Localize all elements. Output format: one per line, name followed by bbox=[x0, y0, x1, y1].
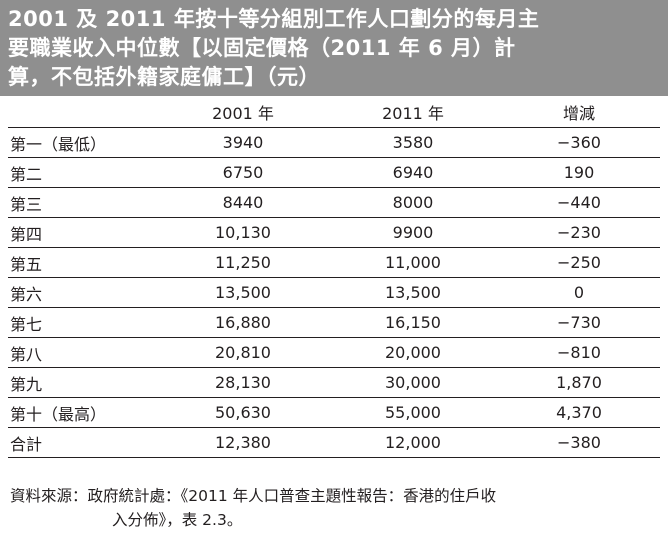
value-2001: 8440 bbox=[158, 187, 328, 218]
value-change: −230 bbox=[498, 217, 660, 248]
income-table: 2001 年 2011 年 增減 第一（最低） 3940 3580 −360 第… bbox=[8, 97, 660, 458]
title-line-1: 2001 及 2011 年按十等分組別工作人口劃分的每月主 bbox=[8, 7, 540, 31]
table-row: 第十（最高） 50,630 55,000 4,370 bbox=[8, 397, 660, 428]
table-row: 第六 13,500 13,500 0 bbox=[8, 277, 660, 308]
value-2001: 3940 bbox=[158, 127, 328, 158]
row-label: 第八 bbox=[8, 337, 158, 368]
title-banner: 2001 及 2011 年按十等分組別工作人口劃分的每月主 要職業收入中位數【以… bbox=[0, 0, 668, 96]
value-2001: 11,250 bbox=[158, 247, 328, 278]
row-label: 第十（最高） bbox=[8, 397, 158, 428]
value-change: −380 bbox=[498, 427, 660, 458]
value-2001: 50,630 bbox=[158, 397, 328, 428]
row-label: 第六 bbox=[8, 277, 158, 308]
row-label: 第一（最低） bbox=[8, 127, 158, 158]
header-2001: 2001 年 bbox=[158, 97, 328, 128]
header-2011: 2011 年 bbox=[328, 97, 498, 128]
table-header-row: 2001 年 2011 年 增減 bbox=[8, 97, 660, 128]
row-label: 合計 bbox=[8, 427, 158, 458]
value-2001: 13,500 bbox=[158, 277, 328, 308]
value-change: −440 bbox=[498, 187, 660, 218]
table-row-total: 合計 12,380 12,000 −380 bbox=[8, 427, 660, 458]
value-change: 0 bbox=[498, 277, 660, 308]
table-row: 第九 28,130 30,000 1,870 bbox=[8, 367, 660, 398]
value-change: −360 bbox=[498, 127, 660, 158]
row-label: 第九 bbox=[8, 367, 158, 398]
table-row: 第八 20,810 20,000 −810 bbox=[8, 337, 660, 368]
value-change: 190 bbox=[498, 157, 660, 188]
value-change: −730 bbox=[498, 307, 660, 338]
source-note: 資料來源：政府統計處：《2011 年人口普查主題性報告：香港的住戶收 入分佈》，… bbox=[10, 484, 660, 532]
table-row: 第七 16,880 16,150 −730 bbox=[8, 307, 660, 338]
table-row: 第三 8440 8000 −440 bbox=[8, 187, 660, 218]
row-label: 第五 bbox=[8, 247, 158, 278]
row-label: 第二 bbox=[8, 157, 158, 188]
value-change: −250 bbox=[498, 247, 660, 278]
value-2011: 11,000 bbox=[328, 247, 498, 278]
value-change: 4,370 bbox=[498, 397, 660, 428]
value-2011: 9900 bbox=[328, 217, 498, 248]
value-2011: 30,000 bbox=[328, 367, 498, 398]
value-2011: 12,000 bbox=[328, 427, 498, 458]
source-line-2: 入分佈》，表 2.3。 bbox=[112, 511, 243, 529]
table-row: 第五 11,250 11,000 −250 bbox=[8, 247, 660, 278]
table-row: 第二 6750 6940 190 bbox=[8, 157, 660, 188]
row-label: 第七 bbox=[8, 307, 158, 338]
table-row: 第一（最低） 3940 3580 −360 bbox=[8, 127, 660, 158]
value-change: −810 bbox=[498, 337, 660, 368]
source-line-1: 資料來源：政府統計處：《2011 年人口普查主題性報告：香港的住戶收 bbox=[10, 487, 497, 505]
table-row: 第四 10,130 9900 −230 bbox=[8, 217, 660, 248]
value-2001: 16,880 bbox=[158, 307, 328, 338]
value-2011: 16,150 bbox=[328, 307, 498, 338]
title-line-3: 算，不包括外籍家庭傭工】（元） bbox=[8, 65, 320, 89]
value-2001: 12,380 bbox=[158, 427, 328, 458]
value-2011: 8000 bbox=[328, 187, 498, 218]
value-2001: 20,810 bbox=[158, 337, 328, 368]
value-2011: 20,000 bbox=[328, 337, 498, 368]
value-2001: 10,130 bbox=[158, 217, 328, 248]
header-label-column bbox=[8, 97, 158, 128]
header-change: 增減 bbox=[498, 97, 660, 128]
value-2011: 55,000 bbox=[328, 397, 498, 428]
value-2011: 13,500 bbox=[328, 277, 498, 308]
value-2001: 28,130 bbox=[158, 367, 328, 398]
value-change: 1,870 bbox=[498, 367, 660, 398]
row-label: 第三 bbox=[8, 187, 158, 218]
value-2011: 6940 bbox=[328, 157, 498, 188]
row-label: 第四 bbox=[8, 217, 158, 248]
title-line-2: 要職業收入中位數【以固定價格（2011 年 6 月）計 bbox=[8, 36, 516, 60]
value-2011: 3580 bbox=[328, 127, 498, 158]
value-2001: 6750 bbox=[158, 157, 328, 188]
